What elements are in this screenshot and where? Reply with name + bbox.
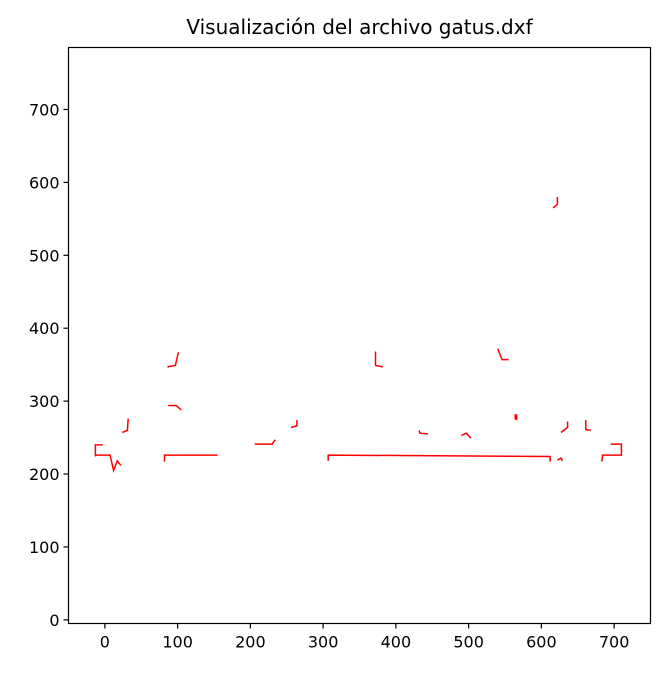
x-axis-ticks: 0 100 200 300 400 500 600 700 (100, 623, 630, 652)
y-tick-label: 600 (29, 173, 60, 192)
dxf-segment-14 (514, 414, 518, 421)
y-tick-label: 0 (49, 611, 59, 630)
dxf-segment-4 (122, 418, 129, 434)
dxf-segment-2 (95, 454, 122, 473)
dxf-segment-16 (557, 456, 564, 462)
dxf-segment-11 (418, 430, 428, 435)
x-tick-label: 600 (526, 633, 557, 652)
dxf-segment-12 (461, 432, 472, 439)
dxf-segment-7 (254, 439, 276, 445)
dxf-segment-19 (601, 443, 623, 462)
y-tick-label: 200 (29, 465, 60, 484)
y-tick-label: 400 (29, 319, 60, 338)
x-tick-label: 300 (308, 633, 339, 652)
dxf-segment-5 (167, 352, 180, 368)
plot-area-frame (67, 46, 652, 625)
x-tick-label: 400 (381, 633, 412, 652)
dxf-segment-17 (560, 421, 569, 434)
chart-title: Visualización del archivo gatus.dxf (186, 15, 533, 39)
dxf-segment-6 (168, 404, 182, 411)
y-tick-label: 300 (29, 392, 60, 411)
y-tick-label: 500 (29, 246, 60, 265)
x-tick-label: 700 (599, 633, 630, 652)
dxf-segment-18 (585, 420, 591, 432)
dxf-segment-15 (552, 197, 559, 209)
x-tick-label: 500 (453, 633, 484, 652)
dxf-segment-9 (327, 454, 551, 462)
y-tick-label: 100 (29, 538, 60, 557)
y-tick-label: 700 (29, 100, 60, 119)
y-axis-ticks: 0 100 200 300 400 500 600 700 (29, 100, 69, 630)
dxf-segment-8 (290, 420, 298, 429)
dxf-segment-3 (163, 454, 218, 462)
dxf-segment-1 (94, 444, 103, 457)
dxf-geometry (94, 197, 623, 473)
x-tick-label: 200 (235, 633, 266, 652)
x-tick-label: 0 (100, 633, 110, 652)
dxf-segment-13 (497, 348, 509, 361)
dxf-segment-10 (374, 351, 383, 368)
x-tick-label: 100 (162, 633, 193, 652)
